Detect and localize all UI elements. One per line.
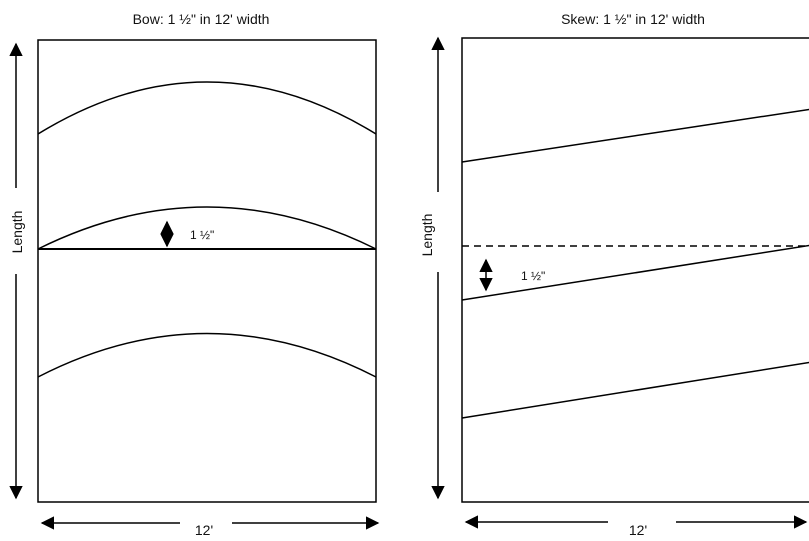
bow-curve-top [37,81,377,135]
bow-length-label: Length [9,211,25,254]
skew-measure-label: 1 ½" [521,269,545,283]
skew-board-outline [461,37,809,503]
bow-measure-label: 1 ½" [190,228,214,242]
bow-board-outline [37,39,377,503]
bow-curve-middle [37,206,377,250]
skew-length-label: Length [419,214,435,257]
bow-width-label: 12' [195,522,213,538]
bow-panel: Bow: 1 ½" in 12' width 1 ½" Length 12' [9,11,380,538]
skew-title: Skew: 1 ½" in 12' width [561,11,705,27]
bow-curve-bottom [37,332,377,378]
skew-line-2 [461,244,809,301]
skew-line-1 [461,108,809,163]
skew-line-3 [461,361,809,419]
skew-panel: Skew: 1 ½" in 12' width 1 ½" Length 12' [419,11,809,538]
bow-title: Bow: 1 ½" in 12' width [133,11,270,27]
skew-width-label: 12' [629,522,647,538]
